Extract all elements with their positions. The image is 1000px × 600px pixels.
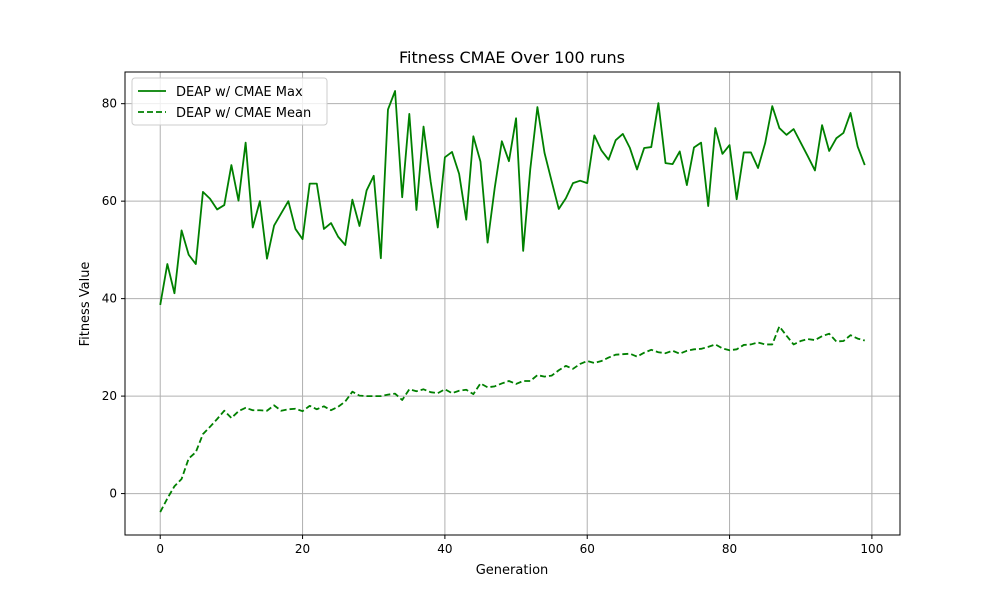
y-tick-label: 60 [102, 194, 117, 208]
y-tick-label: 0 [109, 487, 117, 501]
y-tick-label: 20 [102, 389, 117, 403]
x-tick-label: 60 [580, 542, 595, 556]
plot-series [159, 90, 866, 513]
x-tick-label: 100 [860, 542, 883, 556]
legend: DEAP w/ CMAE Max DEAP w/ CMAE Mean [131, 77, 328, 126]
legend-label-max: DEAP w/ CMAE Max [176, 85, 303, 100]
axis-ticks: 0 20 40 60 80 100 0 20 40 60 80 [102, 97, 884, 556]
chart-title: Fitness CMAE Over 100 runs [399, 48, 625, 67]
x-tick-label: 40 [437, 542, 452, 556]
x-tick-label: 80 [722, 542, 737, 556]
x-tick-label: 20 [295, 542, 310, 556]
x-tick-label: 0 [156, 542, 164, 556]
legend-label-mean: DEAP w/ CMAE Mean [176, 106, 311, 121]
series-line-max [159, 90, 866, 306]
x-axis-label: Generation [476, 563, 549, 578]
y-tick-label: 80 [102, 97, 117, 111]
y-axis-label: Fitness Value [78, 262, 93, 347]
legend-box [131, 77, 328, 126]
plot-frame [124, 71, 901, 536]
y-tick-label: 40 [102, 292, 117, 306]
series-line-mean [159, 325, 866, 513]
